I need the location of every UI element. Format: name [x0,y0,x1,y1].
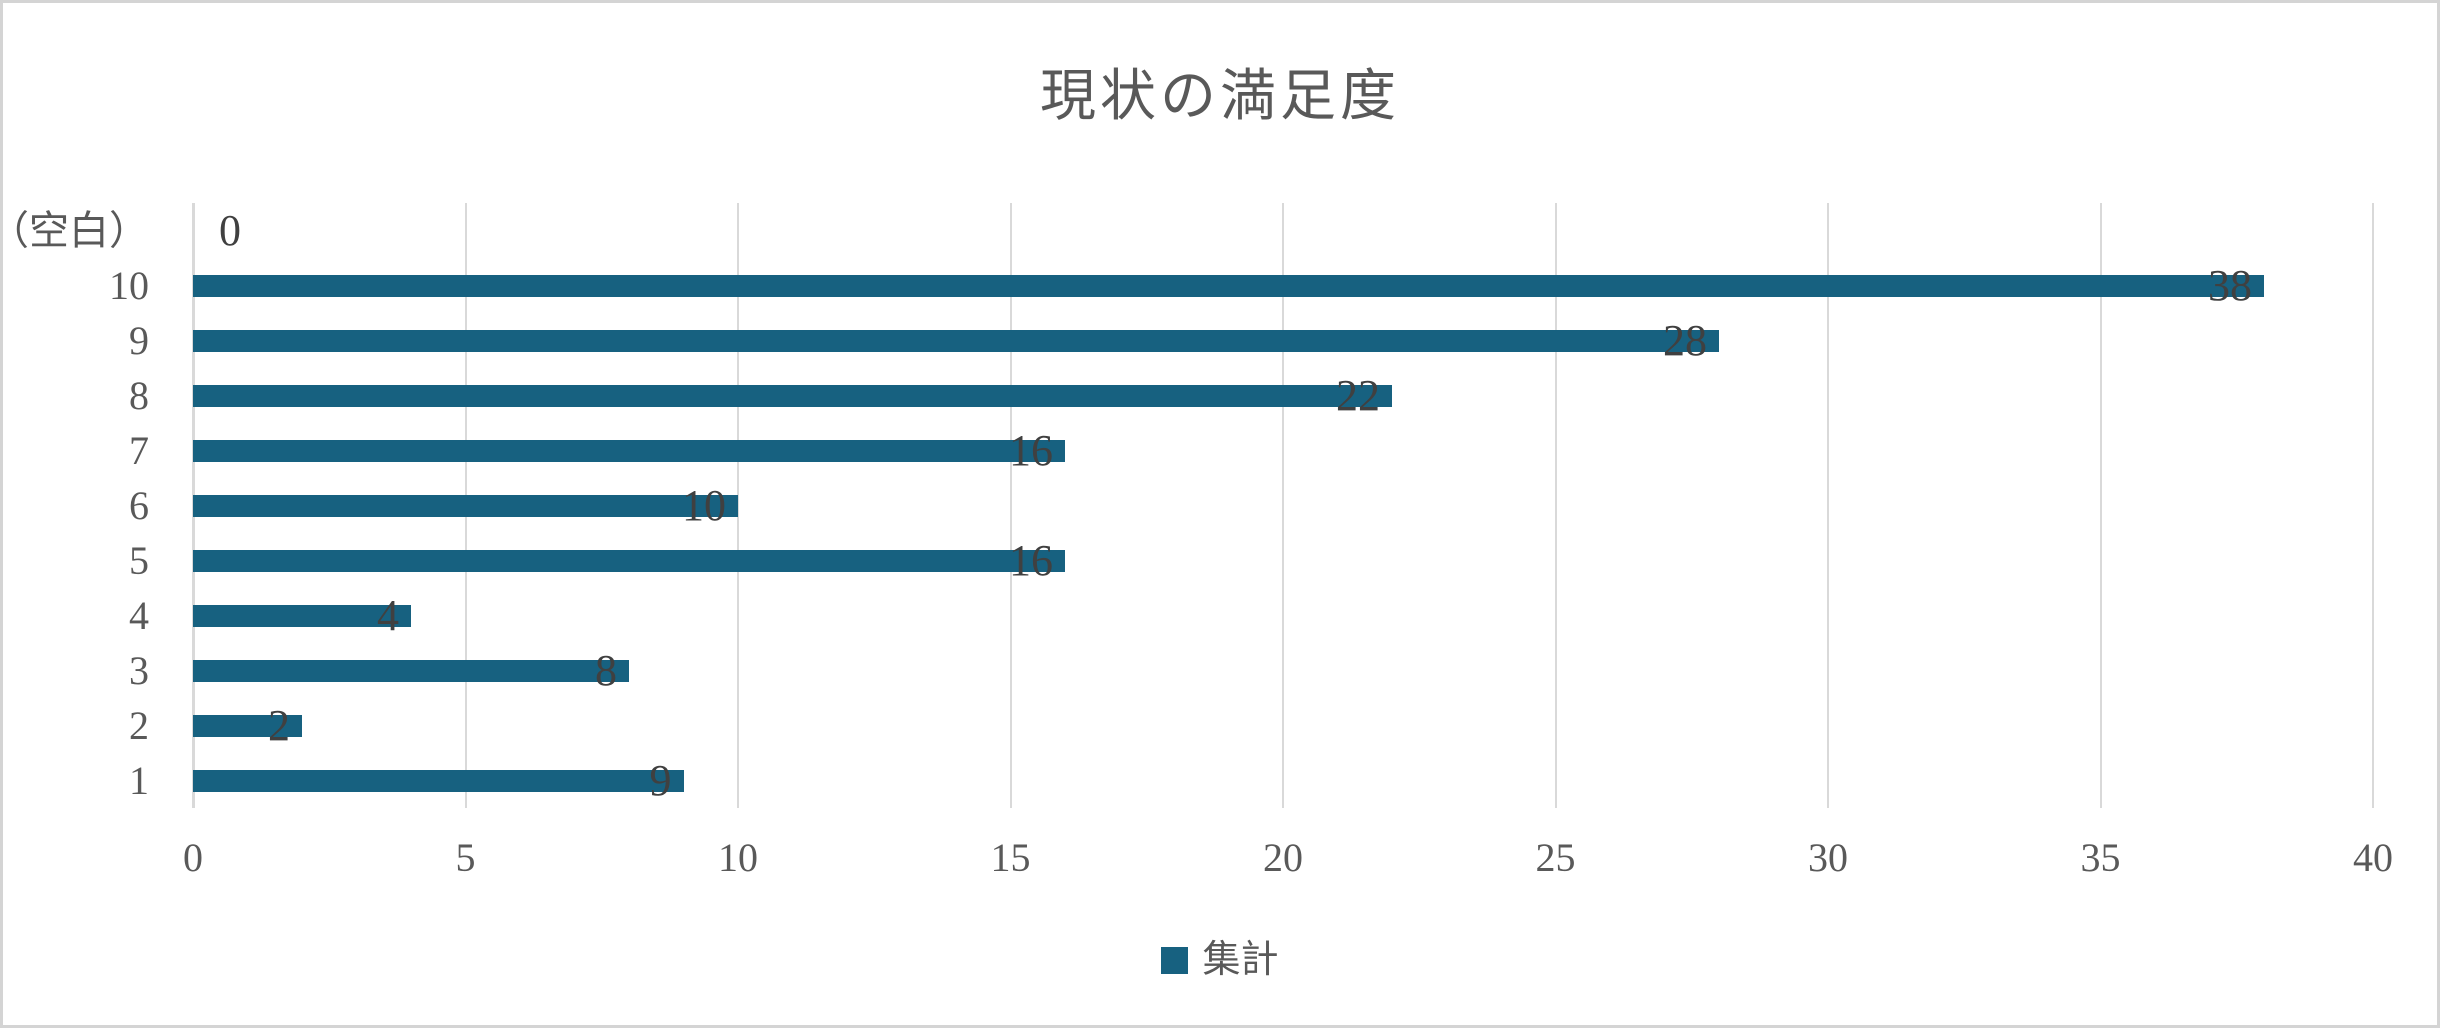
gridline [1009,203,1012,808]
category-axis-label: 4 [129,592,149,638]
gridline [1554,203,1557,808]
bar-value-label: 16 [1009,535,1053,585]
bar-row: 6 10 [129,478,2373,533]
bar-value-label: 8 [595,645,617,695]
bar-row: 8 22 [129,368,2373,423]
bar-value-label: 38 [2208,260,2252,310]
bar-value-label: 10 [682,480,726,530]
category-axis-label: 5 [129,537,149,583]
bar-value-label: 28 [1663,315,1707,365]
legend-series-label: 集計 [1202,939,1279,981]
bar[interactable] [193,274,2264,297]
category-axis-label: 7 [129,427,149,473]
bar-row: 2 2 [129,698,2373,753]
bar-value-label: 22 [1336,370,1380,420]
bar[interactable] [193,769,684,792]
bar-row: 9 28 [129,313,2373,368]
x-axis: 0 5 10 15 20 25 30 35 40 [183,835,2393,888]
gridline [1827,203,1829,808]
bar-row: 7 16 [129,423,2373,478]
category-axis-label: 10 [109,262,149,308]
x-axis-tick-label: 10 [718,835,758,880]
category-axis-label: 8 [129,372,149,418]
category-axis-label: 3 [129,647,149,693]
category-axis-label: 6 [129,482,149,528]
x-axis-tick-label: 0 [183,835,203,880]
bar-row: 5 16 [129,533,2373,588]
x-axis-tick-label: 35 [2080,835,2121,880]
bars-layer: （空白） 0 10 38 9 28 8 22 7 16 6 10 5 16 4 … [3,203,2373,808]
bar[interactable] [193,604,411,627]
bar[interactable] [193,549,1065,572]
gridline [1282,203,1284,808]
bar[interactable] [193,714,302,737]
category-axis-label: 9 [129,317,149,363]
legend-series-marker-icon [1161,946,1189,974]
x-axis-tick-label: 25 [1535,835,1576,880]
x-axis-tick-label: 30 [1808,835,1848,880]
bar[interactable] [193,494,738,517]
bar[interactable] [193,329,1719,352]
category-axis-label: 1 [129,757,149,803]
gridline [2372,203,2374,808]
bar[interactable] [193,439,1065,462]
bar-value-label: 16 [1009,425,1053,475]
x-axis-tick-label: 15 [990,835,1031,880]
bar-row: 4 4 [129,588,2373,643]
bar-row: 10 38 [109,258,2373,313]
plot-area: （空白） 0 10 38 9 28 8 22 7 16 6 10 5 16 4 … [3,203,2393,878]
x-axis-tick-label: 20 [1263,835,1303,880]
x-axis-tick-label: 40 [2353,835,2393,880]
category-axis-label: （空白） [0,207,149,253]
gridline [2099,203,2102,808]
bar-row: （空白） 0 [3,203,2373,258]
bar-value-label: 2 [268,700,290,750]
x-axis-tick-label: 5 [455,835,476,880]
bar[interactable] [193,659,629,682]
bar-value-label: 4 [377,590,399,640]
bar-value-label: 9 [649,755,672,805]
category-axis-label: 2 [129,702,149,748]
bar-row: 3 8 [129,643,2373,698]
gridline [737,203,739,808]
bar-row: 1 9 [129,753,2373,808]
legend[interactable]: 集計 [3,941,2437,979]
chart-title: 現状の満足度 [1040,66,1400,128]
bar-value-label: 0 [219,205,241,255]
bar[interactable] [193,384,1392,407]
